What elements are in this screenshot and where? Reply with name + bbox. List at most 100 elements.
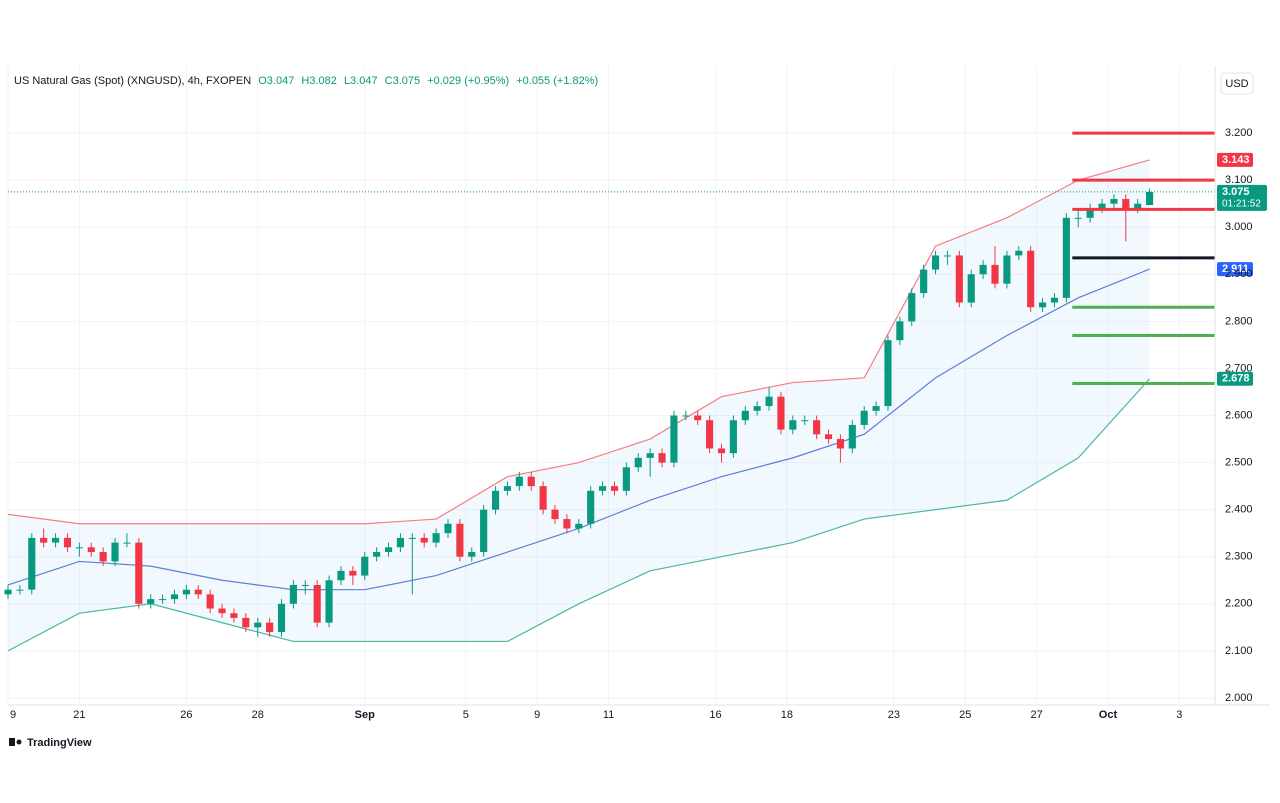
candle-body: [75, 547, 83, 549]
candle-body: [408, 537, 416, 539]
countdown-label: 01:21:52: [1222, 199, 1261, 210]
candle-body: [194, 589, 202, 595]
x-tick-label: 3: [1176, 709, 1182, 721]
close-value: C3.075: [385, 75, 420, 87]
candle-body: [991, 264, 999, 284]
candle-body: [384, 547, 393, 553]
candle-body: [694, 415, 702, 421]
y-tick-label: 2.000: [1225, 692, 1253, 704]
candle-body: [468, 552, 476, 557]
x-tick-label: 21: [73, 709, 85, 721]
candle-body: [979, 264, 987, 275]
candle-body: [4, 589, 12, 595]
candle-body: [1039, 302, 1047, 308]
candle-body: [182, 589, 190, 595]
candle-body: [610, 486, 619, 491]
y-tick-label: 2.200: [1225, 598, 1253, 610]
x-tick-label: 28: [252, 709, 264, 721]
candle-body: [801, 420, 809, 422]
candle-body: [1086, 208, 1094, 218]
candle-body: [444, 523, 452, 534]
y-tick-label: 2.700: [1225, 362, 1253, 374]
candle-body: [111, 542, 119, 562]
candle-body: [1146, 191, 1154, 206]
candle-body: [420, 537, 428, 543]
candle-body: [670, 415, 678, 463]
candle-body: [563, 519, 571, 529]
candle-body: [491, 490, 500, 510]
candle-body: [325, 580, 333, 623]
candle-body: [658, 453, 666, 463]
last-price-label: 3.075: [1222, 186, 1250, 198]
candle-body: [729, 420, 737, 454]
price-tag-label: 2.678: [1222, 373, 1250, 385]
candle-body: [456, 523, 464, 557]
candle-body: [218, 608, 226, 614]
price-tag: [1217, 152, 1253, 167]
candle-body: [266, 622, 274, 633]
candle-body: [943, 255, 952, 257]
candle-body: [1074, 217, 1082, 219]
candle-body: [1134, 203, 1142, 209]
candle-body: [503, 486, 512, 491]
change-value: +0.055 (+1.82%): [516, 75, 598, 87]
x-tick-label: 23: [888, 709, 900, 721]
currency-button[interactable]: [1220, 72, 1254, 95]
candle-body: [51, 537, 60, 543]
candle-body: [706, 420, 714, 449]
candle-body: [206, 594, 214, 609]
candle-body: [99, 552, 107, 562]
candle-body: [622, 467, 630, 491]
candle-body: [289, 584, 297, 604]
price-tag-label: 2.911: [1222, 263, 1249, 275]
change-value: +0.029 (+0.95%): [427, 75, 509, 87]
candle-body: [836, 439, 844, 449]
candle-body: [1050, 297, 1059, 303]
x-tick-label: Oct: [1099, 709, 1118, 721]
x-tick-label: 5: [463, 709, 469, 721]
y-tick-label: 2.800: [1225, 315, 1253, 327]
candle-body: [753, 406, 761, 411]
candle-body: [16, 589, 24, 591]
candle-body: [908, 293, 916, 322]
candle-body: [551, 509, 559, 520]
logo-mark: [9, 738, 15, 746]
x-tick-label: 27: [1031, 709, 1043, 721]
candle-body: [777, 396, 785, 430]
candle-body: [432, 533, 440, 543]
candle-body: [337, 570, 345, 581]
candle-body: [254, 622, 262, 628]
symbol-title: US Natural Gas (Spot) (XNGUSD), 4h, FXOP…: [14, 75, 251, 87]
plot: [4, 131, 1215, 652]
candle-body: [789, 420, 797, 430]
y-tick-label: 2.300: [1225, 551, 1253, 563]
candle-body: [1110, 198, 1118, 204]
low-value: L3.047: [344, 75, 378, 87]
x-tick-label: Sep: [355, 709, 375, 721]
brand-logo: TradingView: [9, 737, 92, 749]
logo-mark: [16, 739, 22, 745]
candle-body: [741, 410, 749, 421]
band-line: [7, 159, 1150, 525]
candle-body: [717, 448, 726, 454]
y-tick-label: 3.100: [1225, 174, 1253, 186]
x-tick-label: 18: [781, 709, 793, 721]
y-tick-label: 2.900: [1225, 268, 1253, 280]
y-tick-label: 2.500: [1225, 456, 1253, 468]
candle-body: [1062, 217, 1070, 298]
candle-body: [1003, 255, 1011, 284]
candle-body: [1015, 250, 1023, 256]
candle-body: [1027, 250, 1035, 308]
candle-body: [872, 406, 880, 411]
candle-body: [135, 542, 143, 604]
x-tick-label: 11: [603, 709, 614, 721]
candle-body: [242, 617, 250, 628]
currency-label[interactable]: USD: [1225, 78, 1248, 90]
candle-body: [40, 537, 48, 543]
x-tick-label: 25: [959, 709, 971, 721]
y-tick-label: 2.100: [1225, 645, 1253, 657]
candle-body: [170, 594, 179, 600]
candle-body: [349, 570, 357, 576]
